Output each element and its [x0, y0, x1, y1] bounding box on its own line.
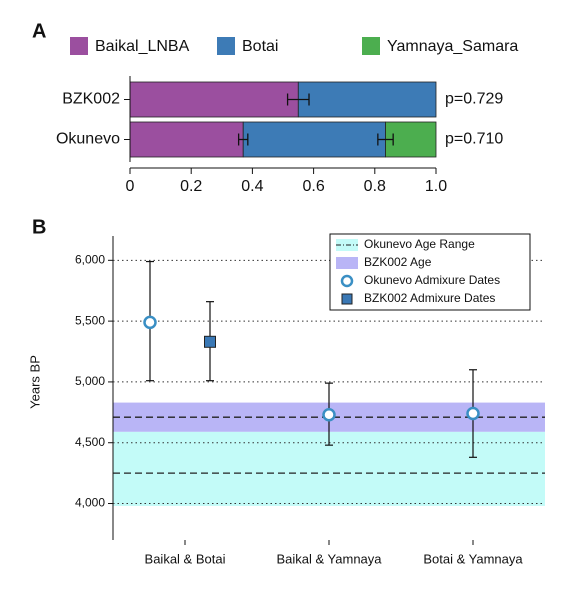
legend-swatch — [336, 257, 358, 269]
bar-segment — [129, 121, 244, 158]
point — [143, 315, 157, 330]
panel-label: A — [32, 20, 46, 42]
x-tick-label: 0.4 — [241, 178, 263, 195]
error-bar — [237, 133, 249, 146]
point — [204, 335, 216, 348]
x-tick-label: Baikal & Botai — [145, 551, 226, 566]
x-tick-label: Baikal & Yamnaya — [276, 551, 382, 566]
y-tick-label: 5,500 — [75, 313, 105, 327]
point — [466, 406, 480, 421]
y-tick-label: Okunevo — [56, 131, 120, 148]
legend-label: Baikal_LNBA — [95, 38, 190, 55]
legend-label: BZK002 Admixure Dates — [364, 291, 495, 305]
legend-label: Botai — [242, 38, 278, 55]
bar-segment — [129, 81, 299, 118]
error-bar — [286, 93, 310, 106]
x-tick-label: 0.6 — [302, 178, 324, 195]
legend-swatch — [362, 37, 380, 55]
panel-label: B — [32, 216, 46, 238]
x-tick-label: 0 — [126, 178, 135, 195]
x-tick-label: 0.2 — [180, 178, 202, 195]
x-tick-label: 1.0 — [425, 178, 447, 195]
x-tick-label: 0.8 — [364, 178, 386, 195]
legend-marker — [340, 274, 354, 288]
error-bar — [377, 133, 394, 146]
y-tick-label: 4,000 — [75, 496, 105, 510]
bar-segment — [385, 121, 437, 158]
y-tick-label: BZK002 — [62, 91, 120, 108]
x-tick-label: Botai & Yamnaya — [423, 551, 523, 566]
legend-box — [329, 233, 531, 311]
legend-label: Okunevo Admixure Dates — [364, 273, 500, 287]
legend-label: Okunevo Age Range — [364, 237, 475, 251]
legend-label: Yamnaya_Samara — [387, 38, 518, 55]
point — [322, 408, 336, 422]
y-axis-label: Years BP — [27, 355, 42, 409]
legend-swatch — [70, 37, 88, 55]
legend-marker — [341, 293, 353, 305]
bar-segment — [297, 81, 437, 118]
annotation: p=0.729 — [445, 91, 503, 108]
y-tick-label: 5,000 — [75, 374, 105, 388]
annotation: p=0.710 — [445, 131, 503, 148]
y-tick-label: 4,500 — [75, 435, 105, 449]
legend-swatch — [217, 37, 235, 55]
bar-segment — [242, 121, 386, 158]
legend-label: BZK002 Age — [364, 255, 432, 269]
y-tick-label: 6,000 — [75, 252, 105, 266]
